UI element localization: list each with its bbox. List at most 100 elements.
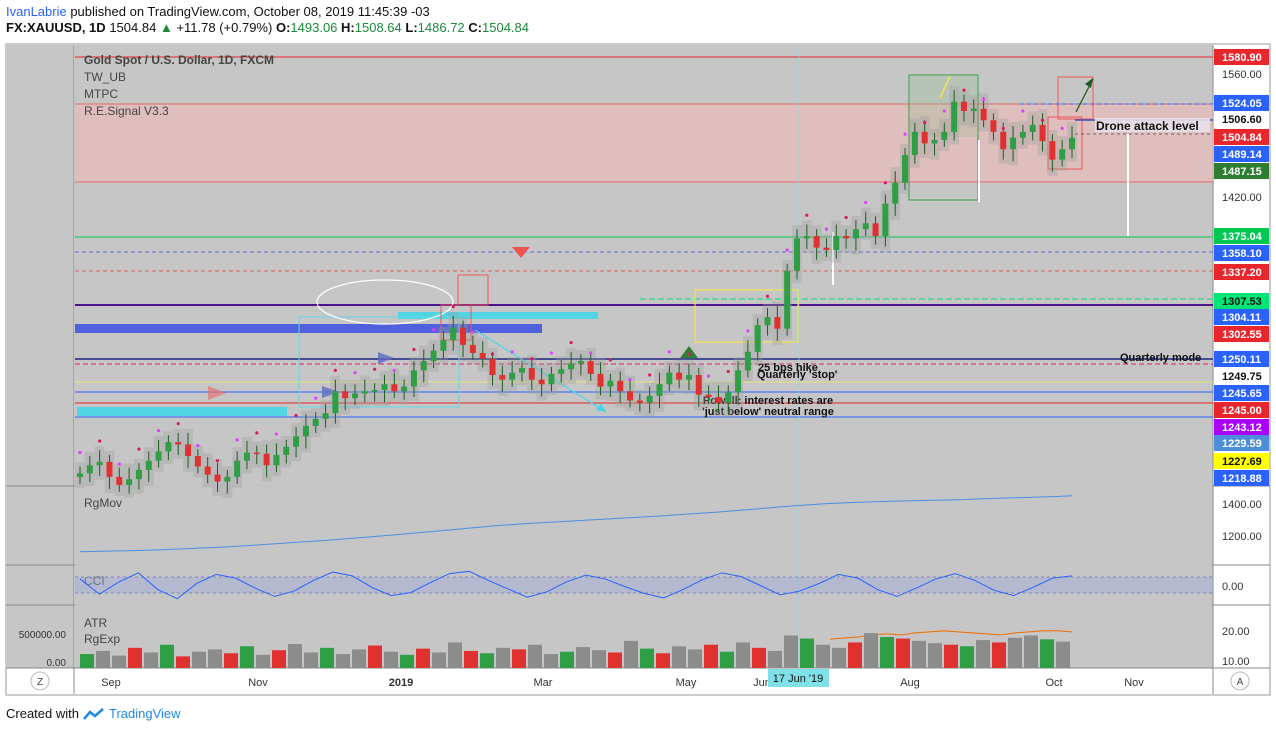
- volume-bar: [672, 646, 686, 668]
- volume-bar: [976, 640, 990, 668]
- volume-bar: [496, 647, 510, 668]
- cci-pane[interactable]: [75, 566, 1213, 604]
- price-level-label: 1307.53: [1222, 296, 1262, 308]
- candle-body: [960, 101, 967, 111]
- candle-body: [528, 368, 535, 380]
- candle-body: [764, 317, 771, 326]
- price-level-label: 1218.88: [1222, 473, 1262, 485]
- signal-dot: [942, 109, 946, 113]
- candle-body: [499, 375, 506, 380]
- candle-body: [548, 373, 555, 385]
- candle-body: [479, 353, 486, 359]
- x-tick: Mar: [534, 677, 553, 689]
- left-scale[interactable]: [7, 45, 74, 668]
- signal-dot: [549, 351, 554, 355]
- candle-body: [332, 391, 339, 414]
- indicator-legend[interactable]: TW_UB: [84, 70, 126, 84]
- candle-body: [1069, 137, 1075, 150]
- symbol-label: FX:XAUUSD, 1D: [6, 20, 106, 35]
- signal-dot: [765, 294, 770, 298]
- rgmov-legend[interactable]: RgMov: [84, 496, 122, 510]
- signal-dot: [530, 357, 534, 361]
- time-axis[interactable]: [7, 668, 1269, 694]
- price-level-badge: [1214, 385, 1269, 401]
- candle-body: [371, 390, 378, 392]
- atr-legend[interactable]: ATR: [84, 616, 107, 630]
- rgmov-tick: 1200.00: [1222, 531, 1262, 543]
- candle-body: [921, 131, 928, 144]
- rgmov-pane[interactable]: [75, 487, 1213, 564]
- signal-dot: [176, 422, 180, 426]
- tradingview-logo-icon: [83, 707, 104, 720]
- author-link[interactable]: IvanLabrie: [6, 4, 67, 19]
- candle-body: [617, 380, 624, 392]
- signal-dot: [412, 347, 416, 352]
- volume-bar: [448, 642, 462, 668]
- candle-body: [685, 375, 692, 380]
- signal-dot: [294, 413, 298, 418]
- price-level-label: 1304.11: [1222, 312, 1261, 324]
- price-level-badge: [1214, 435, 1269, 451]
- candle-body: [970, 108, 977, 111]
- blue-triangle-marker: [322, 386, 340, 398]
- candle-body: [283, 446, 290, 455]
- volume-bar: [320, 647, 334, 668]
- signal-dot: [490, 352, 495, 356]
- zoom-button[interactable]: [30, 671, 50, 691]
- candle-body: [843, 236, 850, 239]
- chart-title: Gold Spot / U.S. Dollar, 1D, FXCM: [84, 53, 274, 67]
- candle-body: [381, 384, 388, 391]
- candle-body: [823, 247, 830, 250]
- price-level-label: 1487.15: [1222, 166, 1262, 178]
- price-level-label: 1250.11: [1222, 354, 1261, 366]
- price-level-badge: [1214, 368, 1269, 384]
- open-value: 1493.06: [290, 20, 338, 35]
- created-with-text: Created with: [6, 706, 79, 721]
- candle-body: [145, 460, 152, 470]
- price-level-badge: [1214, 351, 1269, 367]
- candle-body: [597, 373, 604, 387]
- auto-scale-button[interactable]: [1230, 671, 1250, 691]
- signal-dot: [824, 227, 829, 231]
- signal-dot: [628, 378, 632, 382]
- candle-body: [302, 425, 309, 437]
- signal-dot: [78, 450, 82, 455]
- price-level-label: 1245.65: [1222, 388, 1262, 400]
- signal-dot: [235, 438, 239, 442]
- indicator-legend[interactable]: MTPC: [84, 87, 118, 101]
- volume-bar: [80, 654, 94, 668]
- candle-body: [243, 452, 250, 461]
- rgexp-legend[interactable]: RgExp: [84, 632, 120, 646]
- candle-body: [774, 317, 781, 329]
- candle-body: [833, 236, 840, 250]
- indicator-legend[interactable]: R.E.Signal V3.3: [84, 104, 169, 118]
- price-level-label: 1302.55: [1222, 329, 1262, 341]
- signal-dot: [746, 329, 750, 333]
- price-level-label: 1504.84: [1222, 132, 1263, 144]
- cci-band: [75, 577, 1213, 593]
- candle-body: [872, 223, 879, 237]
- volume-bar: [560, 651, 574, 668]
- cci-line: [79, 570, 1073, 600]
- signal-dot: [844, 215, 848, 220]
- volume-bar: [112, 655, 126, 668]
- tradingview-link[interactable]: TradingView: [108, 706, 181, 721]
- zoom-button-label[interactable]: Z: [37, 677, 43, 688]
- signal-dot: [1060, 126, 1064, 130]
- candle-body: [607, 380, 614, 387]
- candle-body: [744, 351, 751, 371]
- candle-body: [86, 465, 93, 474]
- auto-scale-button-label[interactable]: A: [1237, 677, 1244, 688]
- chart-header: IvanLabrie published on TradingView.com,…: [6, 4, 529, 36]
- volume-bar: [736, 642, 750, 668]
- quarterly-stop-label: Quarterly 'stop': [757, 369, 838, 381]
- candle-body: [951, 101, 958, 132]
- volume-bar: [832, 647, 846, 668]
- cyan-arrow-head: [596, 403, 606, 412]
- x-tick: Oct: [1045, 677, 1062, 689]
- candle-body: [430, 350, 437, 362]
- volume-bar: [304, 652, 318, 668]
- volume-bar: [688, 649, 702, 668]
- candle-body: [538, 379, 545, 385]
